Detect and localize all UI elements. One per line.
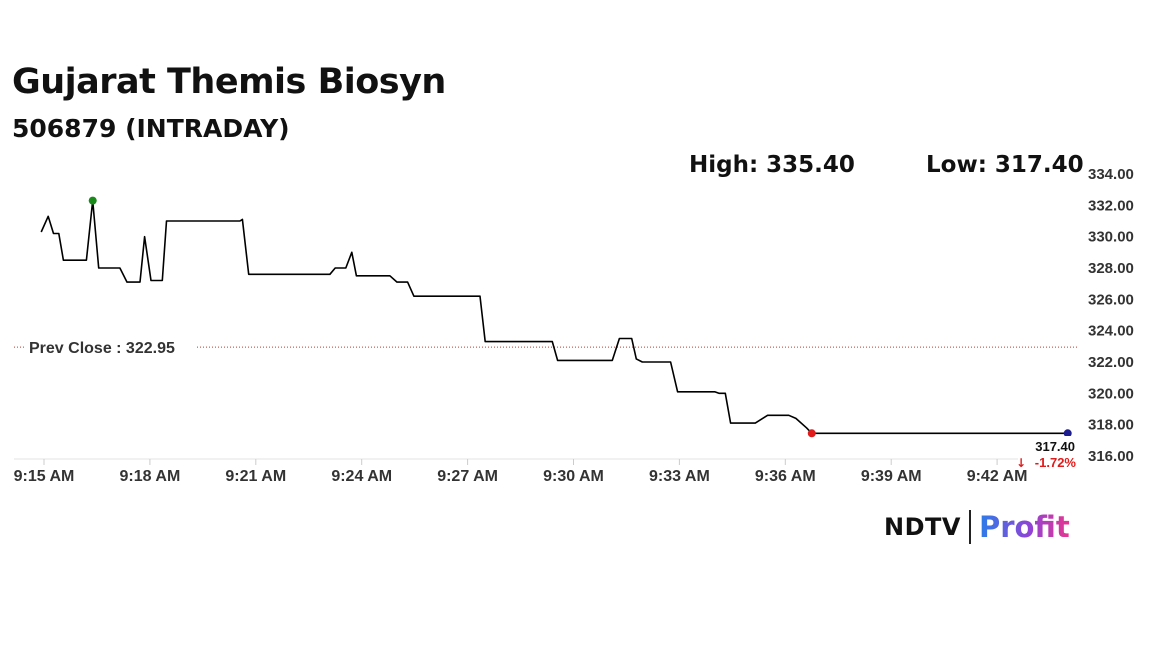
- change-arrow-icon: ↓: [1016, 456, 1026, 470]
- low-price: Low: 317.40: [926, 152, 1084, 178]
- price-marker-dot: [1063, 429, 1072, 438]
- x-tick-label: 9:33 AM: [649, 468, 710, 485]
- profit-logo-text: Profit: [978, 510, 1070, 544]
- x-tick-label: 9:39 AM: [861, 468, 922, 485]
- y-tick-label: 332.00: [1088, 197, 1134, 214]
- y-tick-label: 328.00: [1088, 260, 1134, 277]
- y-tick-label: 322.00: [1088, 354, 1134, 371]
- y-tick-label: 320.00: [1088, 385, 1134, 402]
- x-tick-label: 9:42 AM: [967, 468, 1028, 485]
- y-tick-label: 330.00: [1088, 229, 1134, 246]
- last-price-label: 317.40: [1035, 439, 1075, 454]
- ndtv-profit-logo: NDTV Profit: [884, 510, 1070, 544]
- high-price: High: 335.40: [689, 152, 855, 178]
- y-tick-label: 334.00: [1088, 166, 1134, 183]
- x-tick-label: 9:30 AM: [543, 468, 604, 485]
- x-tick-label: 9:18 AM: [120, 468, 181, 485]
- logo-divider: [968, 510, 971, 544]
- price-line: [40, 199, 1068, 435]
- price-markers: [88, 196, 1072, 438]
- stock-code-subtitle: 506879 (INTRADAY): [12, 114, 290, 143]
- y-tick-label: 316.00: [1088, 448, 1134, 465]
- change-percent-label: -1.72%: [1035, 455, 1077, 470]
- x-tick-label: 9:36 AM: [755, 468, 816, 485]
- x-tick-label: 9:27 AM: [437, 468, 498, 485]
- stock-title: Gujarat Themis Biosyn: [12, 62, 446, 102]
- prev-close-label: Prev Close : 322.95: [29, 340, 175, 357]
- y-tick-label: 318.00: [1088, 417, 1134, 434]
- ndtv-logo-text: NDTV: [884, 513, 961, 541]
- price-marker-dot: [807, 429, 816, 438]
- x-tick-label: 9:21 AM: [225, 468, 286, 485]
- y-tick-label: 324.00: [1088, 323, 1134, 340]
- x-tick-label: 9:15 AM: [14, 468, 75, 485]
- x-tick-label: 9:24 AM: [331, 468, 392, 485]
- y-axis-ticks: 334.00 332.00 330.00 328.00 326.00 324.00 322.…: [1088, 166, 1134, 465]
- y-tick-label: 326.00: [1088, 291, 1134, 308]
- x-axis-ticks: 9:15 AM 9:18 AM 9:21 AM 9:24 AM 9:27 AM 9:30 …: [14, 459, 1028, 485]
- price-marker-dot: [88, 196, 97, 205]
- last-price-box: [1018, 436, 1080, 470]
- prev-close-label-bg: [24, 337, 196, 358]
